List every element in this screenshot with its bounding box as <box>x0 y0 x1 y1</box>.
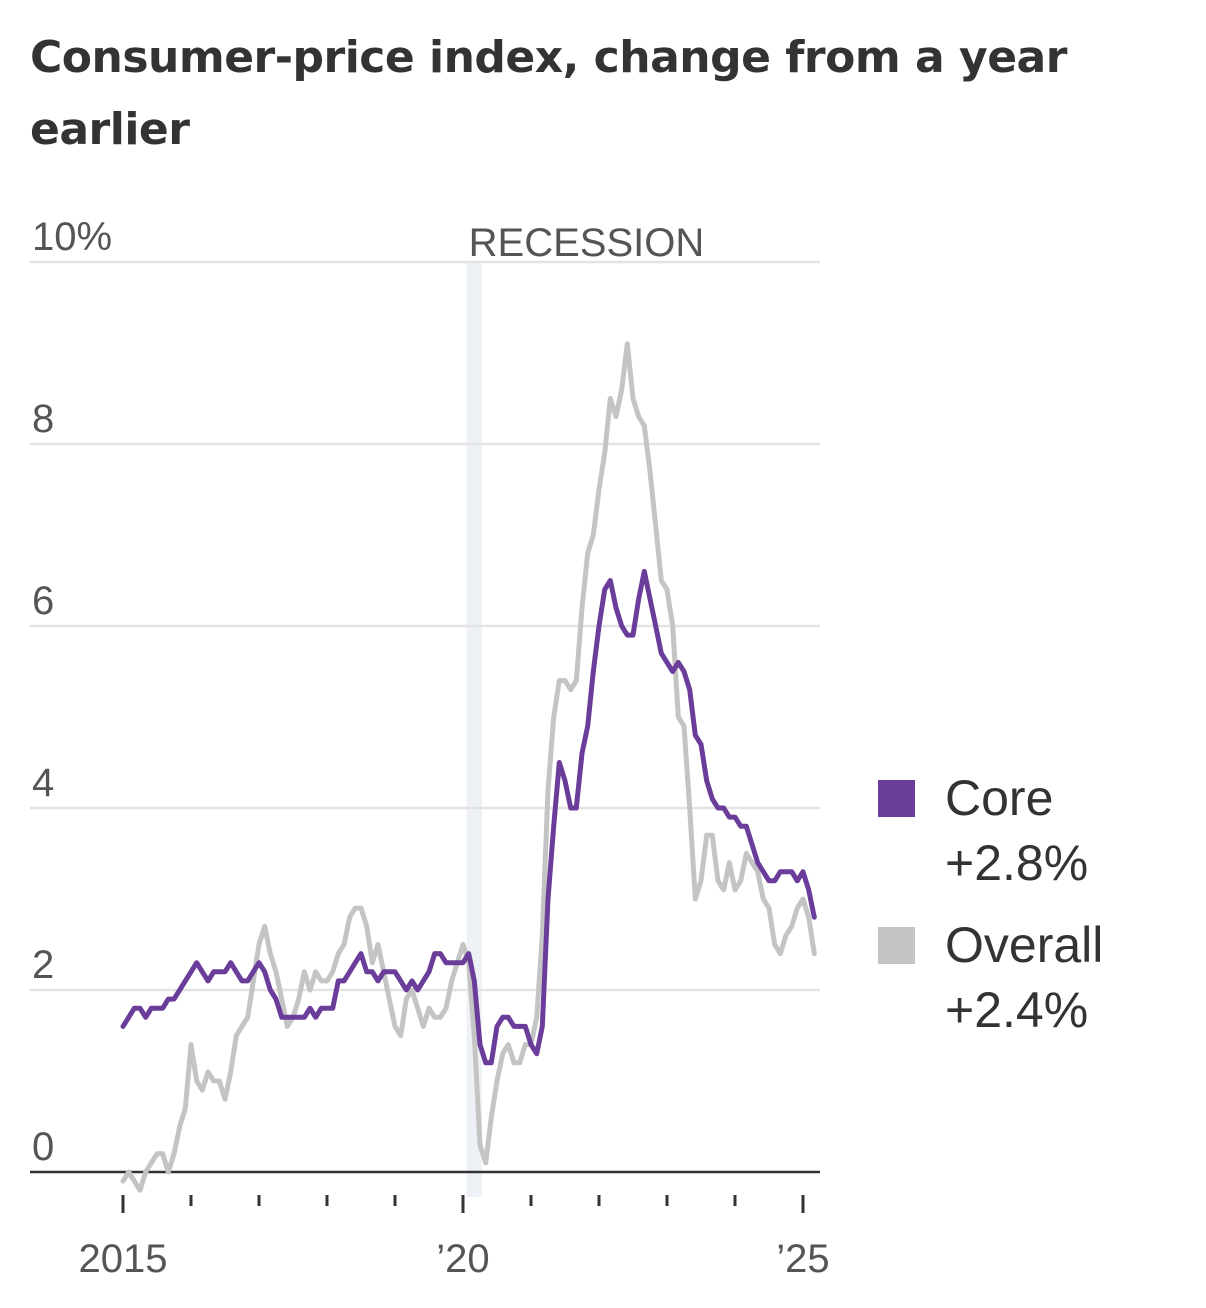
y-tick-label: 0 <box>32 1125 54 1169</box>
gridlines: 0 2 4 6 8 10% <box>30 215 820 1174</box>
legend-value: +2.8% <box>945 835 1088 891</box>
recession-label: RECESSION <box>469 221 705 265</box>
x-tick-label: ’25 <box>776 1237 829 1281</box>
y-tick-label: 2 <box>32 943 54 987</box>
x-axis: 2015 ’20 ’25 <box>79 1195 830 1281</box>
legend-swatch-core <box>878 780 915 817</box>
y-tick-label: 4 <box>32 761 54 805</box>
legend-value: +2.4% <box>945 982 1088 1038</box>
x-tick-label: 2015 <box>79 1237 168 1281</box>
legend-name: Core <box>945 770 1053 826</box>
x-tick-label: ’20 <box>436 1237 489 1281</box>
series-line-core <box>120 568 817 1066</box>
y-tick-label: 8 <box>32 397 54 441</box>
y-tick-label: 6 <box>32 579 54 623</box>
legend-swatch-overall <box>878 927 915 964</box>
legend: Core +2.8% Overall +2.4% <box>878 770 1103 1038</box>
legend-name: Overall <box>945 917 1103 973</box>
y-tick-label: 10% <box>32 215 112 259</box>
series-lines <box>120 341 817 1193</box>
chart-title: Consumer-price index, change from a year… <box>30 32 1067 155</box>
